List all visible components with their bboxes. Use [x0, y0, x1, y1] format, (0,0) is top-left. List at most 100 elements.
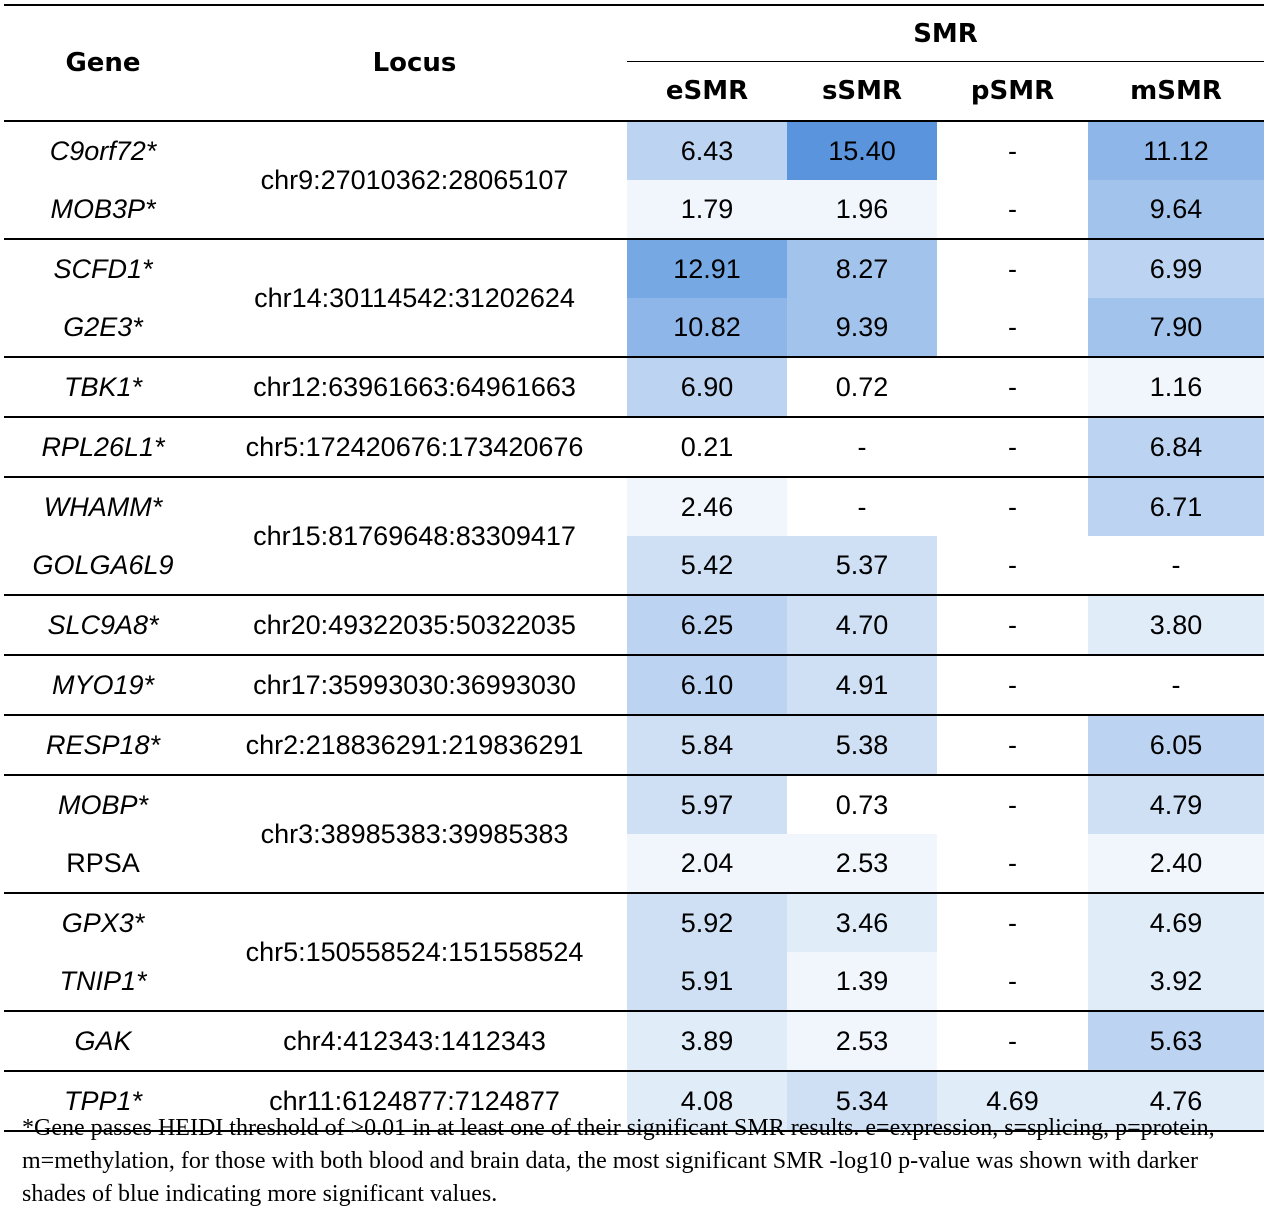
msmr-value-cell: 6.71: [1088, 476, 1264, 536]
table-row: RPL26L1* chr5:172420676:173420676 0.21- -6.…: [4, 416, 1264, 477]
esmr-value-cell: 3.89: [627, 1010, 787, 1071]
heidi-pass-marker: *: [131, 371, 143, 402]
gene-cell: TBK1*: [4, 356, 202, 417]
esmr-value-cell: 0.21: [627, 416, 787, 477]
psmr-value-cell: -: [937, 714, 1088, 775]
ssmr-value-cell: 15.40: [787, 120, 937, 180]
gene-name: SLC9A8: [47, 609, 149, 640]
table-row: GPX3* chr5:150558524:151558524 5.92 3.46-4.…: [4, 892, 1264, 1011]
msmr-value-cell: -: [1088, 654, 1264, 715]
gene-name: WHAMM: [43, 491, 152, 522]
locus-cell: chr11:6124877:7124877: [202, 1070, 627, 1132]
gene-name: TNIP1: [59, 965, 136, 996]
locus-cell: chr3:38985383:39985383: [202, 774, 627, 893]
heidi-pass-marker: *: [145, 135, 157, 166]
ssmr-value-cell: 0.72: [787, 356, 937, 417]
ssmr-column-header: sSMR: [787, 61, 937, 122]
msmr-value-cell: 4.69: [1088, 892, 1264, 952]
gene-name: G2E3: [63, 311, 133, 342]
psmr-value-cell: -: [937, 476, 1088, 536]
heidi-pass-marker: *: [143, 669, 155, 700]
psmr-value-cell: -: [937, 1010, 1088, 1071]
esmr-value-cell: 6.90: [627, 356, 787, 417]
psmr-value-cell: -: [937, 356, 1088, 417]
gene-cell: RESP18*: [4, 714, 202, 775]
table-row: TPP1* chr11:6124877:7124877 4.08 5.34 4.69 4.…: [4, 1070, 1264, 1132]
table-row: SLC9A8* chr20:49322035:50322035 6.25 4.70-3…: [4, 594, 1264, 655]
msmr-value-cell: 6.84: [1088, 416, 1264, 477]
msmr-value-cell: 7.90: [1088, 298, 1264, 357]
msmr-value-cell: 4.76: [1088, 1070, 1264, 1132]
esmr-value-cell: 10.82: [627, 298, 787, 357]
msmr-value-cell: 6.05: [1088, 714, 1264, 775]
table-row: G2E3* 10.82 9.39-7.90: [4, 298, 1264, 357]
psmr-value-cell: -: [937, 180, 1088, 239]
table-row: GOLGA6L9 5.42 5.37- -: [4, 536, 1264, 595]
psmr-value-cell: -: [937, 892, 1088, 952]
msmr-value-cell: 6.99: [1088, 238, 1264, 298]
ssmr-value-cell: 3.46: [787, 892, 937, 952]
ssmr-value-cell: 8.27: [787, 238, 937, 298]
table-footnote: *Gene passes HEIDI threshold of >0.01 in…: [22, 1115, 1215, 1207]
gene-cell: C9orf72*: [4, 120, 202, 180]
esmr-column-header: eSMR: [627, 61, 787, 122]
locus-column-header: Locus: [202, 4, 627, 122]
gene-name: RPSA: [66, 847, 140, 878]
esmr-value-cell: 5.42: [627, 536, 787, 595]
esmr-value-cell: 4.08: [627, 1070, 787, 1132]
heidi-pass-marker: *: [142, 253, 153, 284]
ssmr-value-cell: 4.91: [787, 654, 937, 715]
esmr-value-cell: 5.84: [627, 714, 787, 775]
locus-cell: chr2:218836291:219836291: [202, 714, 627, 775]
gene-cell: G2E3*: [4, 298, 202, 357]
esmr-value-cell: 2.46: [627, 476, 787, 536]
gene-name: RESP18: [45, 729, 150, 760]
locus-cell: chr5:150558524:151558524: [202, 892, 627, 1011]
esmr-value-cell: 6.10: [627, 654, 787, 715]
gene-name: TBK1: [63, 371, 132, 402]
msmr-value-cell: 1.16: [1088, 356, 1264, 417]
esmr-value-cell: 5.92: [627, 892, 787, 952]
heidi-pass-marker: *: [133, 907, 145, 938]
gene-cell: SCFD1*: [4, 238, 202, 298]
ssmr-value-cell: 5.34: [787, 1070, 937, 1132]
msmr-value-cell: 5.63: [1088, 1010, 1264, 1071]
table-row: WHAMM* chr15:81769648:83309417 2.46- -6.71: [4, 476, 1264, 595]
heidi-pass-marker: *: [136, 965, 147, 996]
ssmr-value-cell: -: [787, 476, 937, 536]
gene-cell: WHAMM*: [4, 476, 202, 536]
gene-name: MOB3P: [50, 193, 145, 224]
locus-cell: chr15:81769648:83309417: [202, 476, 627, 595]
gene-column-header: Gene: [4, 4, 202, 122]
msmr-value-cell: 2.40: [1088, 834, 1264, 893]
table-row: SCFD1* chr14:30114542:31202624 12.91 8.27-6…: [4, 238, 1264, 357]
gene-cell: SLC9A8*: [4, 594, 202, 655]
table-row: RPSA 2.04 2.53-2.40: [4, 834, 1264, 893]
esmr-value-cell: 2.04: [627, 834, 787, 893]
ssmr-value-cell: 2.53: [787, 1010, 937, 1071]
gene-name: TPP1: [63, 1085, 132, 1116]
gene-name: GOLGA6L9: [32, 549, 174, 580]
ssmr-value-cell: -: [787, 416, 937, 477]
esmr-value-cell: 6.43: [627, 120, 787, 180]
psmr-value-cell: -: [937, 298, 1088, 357]
msmr-value-cell: 4.79: [1088, 774, 1264, 834]
psmr-value-cell: 4.69: [937, 1070, 1088, 1132]
table-row: MOB3P* 1.79 1.96-9.64: [4, 180, 1264, 239]
locus-cell: chr4:412343:1412343: [202, 1010, 627, 1071]
gene-name: MOBP: [57, 789, 138, 820]
gene-name: RPL26L1: [41, 431, 155, 462]
psmr-value-cell: -: [937, 774, 1088, 834]
gene-name: C9orf72: [49, 135, 146, 166]
ssmr-value-cell: 5.37: [787, 536, 937, 595]
gene-cell: RPL26L1*: [4, 416, 202, 477]
gene-cell: MOBP*: [4, 774, 202, 834]
psmr-value-cell: -: [937, 594, 1088, 655]
gene-cell: RPSA: [4, 834, 202, 893]
gene-cell: MOB3P*: [4, 180, 202, 239]
gene-cell: TPP1*: [4, 1070, 202, 1132]
locus-cell: chr17:35993030:36993030: [202, 654, 627, 715]
esmr-value-cell: 5.97: [627, 774, 787, 834]
heidi-pass-marker: *: [148, 609, 159, 640]
smr-group-header: SMR: [627, 4, 1264, 62]
